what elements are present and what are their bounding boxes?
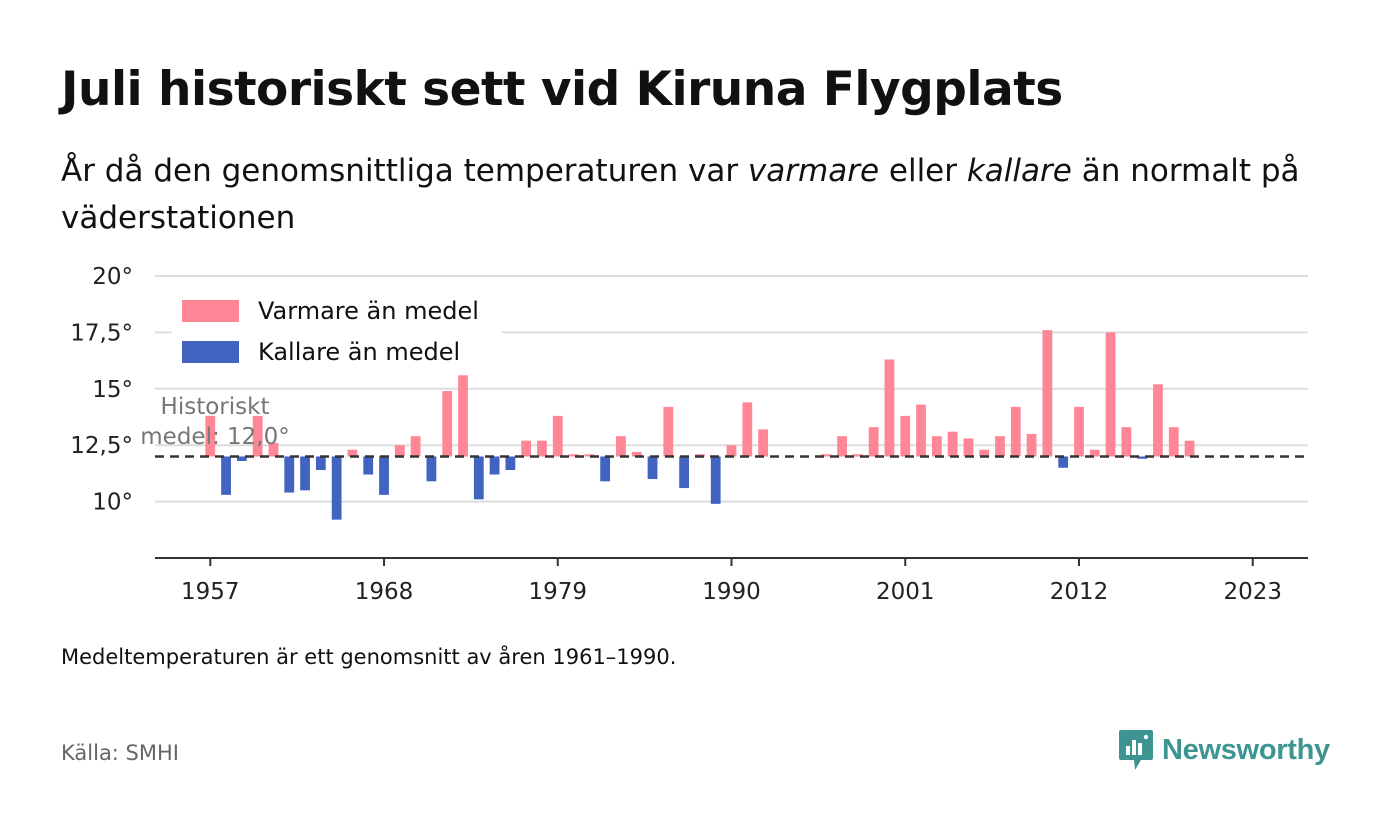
axis-ticks: 10° 12,5° 15° 17,5° 20° 1957 1968 1979 1990 2001 2…: [70, 264, 1282, 605]
newsworthy-brand[interactable]: Newsworthy: [1118, 727, 1330, 773]
bar-warm: [631, 451, 642, 457]
bar-cold: [315, 456, 326, 471]
bar-warm: [537, 440, 547, 457]
bar-cold: [363, 456, 374, 475]
bar-warm: [963, 438, 974, 457]
bar-warm: [1089, 449, 1100, 457]
legend-cold-swatch: [182, 341, 239, 363]
y-tick-label: 17,5°: [70, 320, 133, 346]
bar-cold: [710, 456, 721, 504]
baseline-label-line1: Historiskt: [161, 394, 270, 420]
subtitle-text-3: än normalt på väderstationen: [61, 153, 1300, 236]
bar-warm: [868, 427, 879, 457]
bar-warm: [916, 404, 926, 457]
subtitle-text-2: eller: [879, 153, 967, 189]
baseline-label-line2: medel: 12,0°: [140, 424, 289, 450]
y-tick-label: 20°: [92, 264, 133, 290]
bar-warm: [394, 445, 405, 457]
bar-warm: [1010, 406, 1021, 457]
bar-warm: [758, 429, 768, 457]
x-tick-label: 1968: [355, 579, 414, 605]
chart-subtitle: År då den genomsnittliga temperaturen va…: [61, 148, 1321, 242]
bar-warm: [268, 442, 279, 457]
bar-warm: [568, 454, 579, 457]
y-tick-label: 15°: [92, 377, 133, 403]
bar-warm: [552, 415, 563, 457]
bar-cold: [221, 456, 231, 495]
y-tick-label: 12,5°: [70, 433, 133, 459]
bar-warm: [852, 454, 863, 457]
legend-warm-swatch: [182, 300, 239, 322]
bar-warm: [584, 454, 595, 457]
subtitle-text-1: År då den genomsnittliga temperaturen va…: [61, 153, 748, 189]
bar-warm: [616, 436, 626, 457]
bar-cold: [426, 456, 437, 482]
bar-warm: [410, 436, 421, 457]
bar-cold: [331, 456, 342, 520]
footnote: Medeltemperaturen är ett genomsnitt av å…: [61, 645, 677, 669]
bar-cold: [600, 456, 611, 482]
bar-cold: [1137, 456, 1148, 459]
bar-warm: [1184, 440, 1195, 457]
bar-warm: [1168, 427, 1179, 457]
subtitle-warm-word: varmare: [747, 153, 880, 189]
bar-cold: [1058, 456, 1069, 468]
bar-warm: [1074, 406, 1084, 457]
x-tick-label: 1979: [528, 579, 587, 605]
bar-warm: [931, 436, 942, 457]
y-tick-label: 10°: [92, 490, 133, 516]
baseline-annotation: Historiskt medel: 12,0°: [140, 394, 289, 450]
bar-warm: [442, 391, 453, 457]
bars: [205, 330, 1195, 520]
bar-warm: [663, 406, 674, 457]
x-tick-label: 2023: [1223, 579, 1282, 605]
bar-cold: [284, 456, 295, 493]
x-tick-label: 1957: [181, 579, 240, 605]
newsworthy-logo-icon: [1119, 730, 1153, 770]
bar-warm: [900, 415, 911, 457]
bar-warm: [726, 445, 737, 457]
legend-cold-label: Kallare än medel: [258, 338, 460, 366]
bar-warm: [821, 454, 832, 457]
brand-name: Newsworthy: [1162, 733, 1330, 766]
bar-warm: [979, 449, 990, 457]
bar-warm: [1042, 330, 1053, 457]
legend-warm-label: Varmare än medel: [258, 297, 479, 325]
bar-cold: [647, 456, 658, 480]
bar-warm: [837, 436, 847, 457]
bar-warm: [1153, 384, 1163, 457]
bar-warm: [347, 449, 358, 457]
legend: Varmare än medel Kallare än medel: [172, 290, 502, 372]
bar-cold: [473, 456, 484, 500]
bar-cold: [505, 456, 516, 471]
bar-warm: [742, 402, 753, 457]
bar-cold: [300, 456, 310, 491]
source-label: Källa: SMHI: [61, 741, 179, 765]
bar-warm: [1105, 332, 1116, 457]
bar-warm: [884, 359, 895, 457]
bar-warm: [947, 431, 958, 457]
bar-warm: [995, 436, 1005, 457]
bar-cold: [679, 456, 690, 489]
bar-warm: [458, 375, 468, 457]
bar-warm: [521, 440, 532, 457]
bar-warm: [252, 415, 263, 457]
x-tick-label: 2001: [876, 579, 935, 605]
bar-warm: [1121, 427, 1132, 457]
bar-cold: [236, 456, 247, 461]
x-tick-label: 2012: [1050, 579, 1109, 605]
x-tick-label: 1990: [702, 579, 761, 605]
bar-warm: [205, 415, 216, 457]
subtitle-cold-word: kallare: [966, 153, 1072, 189]
chart-title: Juli historiskt sett vid Kiruna Flygplat…: [61, 62, 1063, 117]
bar-cold: [489, 456, 500, 475]
bar-cold: [379, 456, 389, 495]
bar-warm: [1026, 433, 1037, 457]
